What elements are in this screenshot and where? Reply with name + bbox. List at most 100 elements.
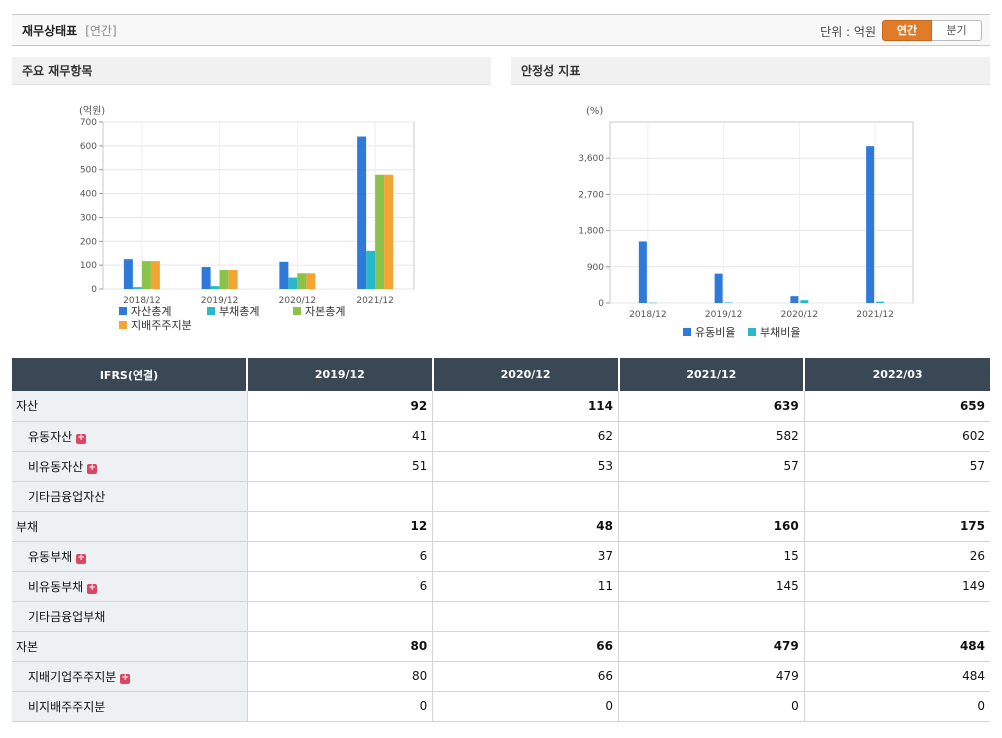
table-row: 비유동자산 +51 53 57 57 bbox=[12, 451, 990, 482]
value-cell: 66 bbox=[432, 661, 619, 692]
value-cell: 582 bbox=[618, 421, 805, 452]
value-cell: 37 bbox=[432, 541, 619, 572]
y-axis-label: (억원) bbox=[79, 105, 105, 117]
bar bbox=[228, 269, 238, 289]
y-tick-label: 200 bbox=[80, 237, 97, 247]
value-cell: 80 bbox=[247, 631, 434, 662]
y-tick-label: 0 bbox=[598, 299, 604, 309]
row-label-cell: 자본 bbox=[12, 631, 248, 662]
value-cell: 6 bbox=[247, 541, 434, 572]
balance-sheet-table: IFRS(연결) 2019/12 2020/12 2021/12 2022/03… bbox=[12, 358, 990, 722]
row-label-cell: 기타금융업부채 bbox=[12, 601, 248, 632]
quarter-toggle-button[interactable]: 분기 bbox=[932, 20, 982, 41]
y-tick-label: 3,600 bbox=[578, 154, 604, 164]
row-label: 부채 bbox=[16, 519, 39, 534]
expand-plus-icon[interactable]: + bbox=[87, 462, 98, 474]
x-tick-label: 2018/12 bbox=[629, 310, 666, 320]
value-cell bbox=[618, 601, 805, 632]
bar bbox=[210, 286, 220, 289]
legend-label: 자산총계 bbox=[131, 305, 171, 318]
table-row: 지배기업주주지분 +80 66 479 484 bbox=[12, 661, 990, 692]
expand-plus-icon[interactable]: + bbox=[76, 432, 87, 444]
x-tick-label: 2021/12 bbox=[856, 310, 893, 320]
row-label: 비지배주주지분 bbox=[28, 699, 106, 714]
table-row: 자본 80 66 479 484 bbox=[12, 631, 990, 662]
value-cell: 484 bbox=[804, 661, 990, 692]
value-cell: 114 bbox=[432, 391, 619, 422]
y-tick-label: 600 bbox=[80, 142, 97, 152]
value-cell: 57 bbox=[618, 451, 805, 482]
x-tick-label: 2021/12 bbox=[356, 296, 393, 306]
plot-area bbox=[609, 121, 914, 304]
y-tick-label: 400 bbox=[80, 190, 97, 200]
table-row: 부채 12 48 160 175 bbox=[12, 511, 990, 542]
stability-chart: 0 900 1,800 2,700 3,600 (%) 2018/12 2019/12 2020… bbox=[578, 106, 914, 339]
legend-swatch bbox=[683, 328, 691, 336]
column-header: 2019/12 bbox=[247, 358, 434, 391]
legend-swatch bbox=[207, 307, 215, 315]
bar bbox=[279, 261, 289, 289]
y-tick-label: 0 bbox=[91, 285, 97, 295]
y-tick-label: 300 bbox=[80, 213, 97, 223]
column-header: 2020/12 bbox=[432, 358, 620, 391]
bar bbox=[648, 302, 657, 304]
legend-label: 유동비율 bbox=[695, 326, 735, 339]
section-title: 재무상태표 bbox=[22, 23, 78, 38]
value-cell: 659 bbox=[804, 391, 990, 422]
y-axis-label: (%) bbox=[586, 106, 603, 117]
x-tick-label: 2020/12 bbox=[279, 296, 316, 306]
x-tick-label: 2019/12 bbox=[201, 296, 238, 306]
legend-swatch bbox=[293, 307, 301, 315]
expand-plus-icon[interactable]: + bbox=[76, 552, 87, 564]
legend-label: 부채총계 bbox=[219, 305, 259, 318]
table-row: 비지배주주지분 0 0 0 0 bbox=[12, 691, 990, 722]
stability-panel: 안정성 지표 0 900 1,800 2,700 3,600 (%) 2018/12 2019… bbox=[511, 57, 990, 357]
value-cell: 149 bbox=[804, 571, 990, 602]
bar bbox=[384, 174, 394, 289]
column-header: 2022/03 bbox=[804, 358, 990, 391]
bar bbox=[866, 146, 875, 303]
row-label: 기타금융업부채 bbox=[28, 609, 106, 624]
table-row: 기타금융업부채 bbox=[12, 601, 990, 632]
row-label-cell: 기타금융업자산 bbox=[12, 481, 248, 512]
row-label: 비유동부채 bbox=[28, 579, 84, 594]
value-cell: 26 bbox=[804, 541, 990, 572]
table-header-row: IFRS(연결) 2019/12 2020/12 2021/12 2022/03 bbox=[12, 358, 990, 391]
table-row: 기타금융업자산 bbox=[12, 481, 990, 512]
expand-plus-icon[interactable]: + bbox=[87, 582, 98, 594]
row-label: 지배기업주주지분 bbox=[28, 669, 117, 684]
period-label: [연간] bbox=[85, 23, 117, 38]
bar bbox=[219, 269, 229, 289]
stability-title: 안정성 지표 bbox=[511, 57, 990, 85]
row-label: 자산 bbox=[16, 399, 39, 414]
value-cell bbox=[804, 481, 990, 512]
x-tick-label: 2020/12 bbox=[781, 310, 818, 320]
bar bbox=[297, 273, 307, 289]
value-cell: 0 bbox=[247, 691, 434, 722]
value-cell: 66 bbox=[432, 631, 619, 662]
value-cell: 175 bbox=[804, 511, 990, 542]
table-row: 유동자산 +41 62 582 602 bbox=[12, 421, 990, 452]
value-cell: 15 bbox=[618, 541, 805, 572]
bar bbox=[714, 273, 723, 303]
value-cell: 62 bbox=[432, 421, 619, 452]
bar bbox=[150, 261, 160, 289]
value-cell: 484 bbox=[804, 631, 990, 662]
row-label-cell: 비유동자산 + bbox=[12, 451, 248, 482]
expand-plus-icon[interactable]: + bbox=[120, 672, 131, 684]
value-cell: 57 bbox=[804, 451, 990, 482]
y-tick-label: 700 bbox=[80, 118, 97, 128]
annual-toggle-button[interactable]: 연간 bbox=[882, 20, 932, 41]
x-tick-label: 2018/12 bbox=[123, 296, 160, 306]
row-label: 기타금융업자산 bbox=[28, 489, 106, 504]
bar bbox=[123, 259, 133, 289]
value-cell: 145 bbox=[618, 571, 805, 602]
row-label-cell: 지배기업주주지분 + bbox=[12, 661, 248, 692]
row-label-cell: 유동자산 + bbox=[12, 421, 248, 452]
value-cell bbox=[432, 481, 619, 512]
unit-label: 단위 : 억원 bbox=[820, 25, 876, 39]
row-label-cell: 자산 bbox=[12, 391, 248, 422]
table-corner-header: IFRS(연결) bbox=[12, 358, 248, 391]
value-cell: 48 bbox=[432, 511, 619, 542]
legend-label: 부채비율 bbox=[760, 326, 800, 339]
